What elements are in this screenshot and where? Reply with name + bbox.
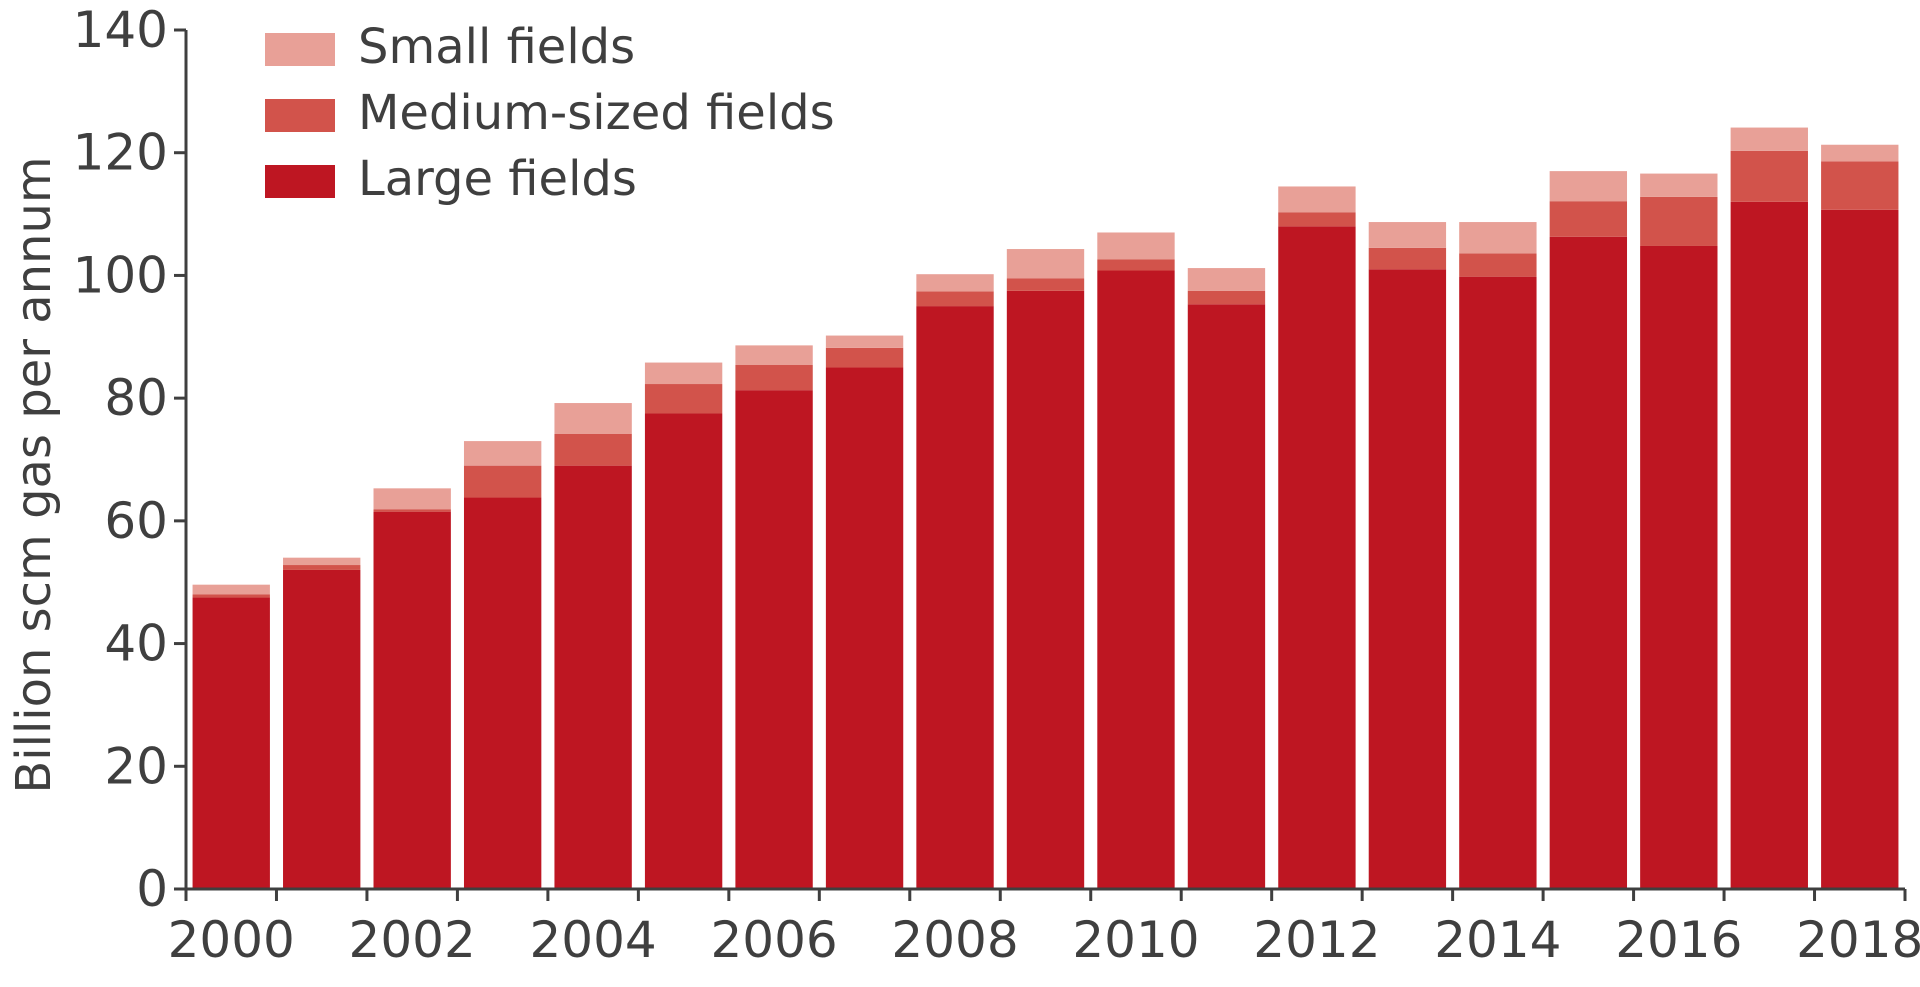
- y-tick-label-140: 140: [73, 1, 168, 59]
- bar-large-fields-2016: [1640, 245, 1718, 890]
- bar-small-fields-2007: [825, 335, 904, 348]
- axes-layer: 0 20 40 60 80 100 120 140 2000 2002 2004 2006 2008 20…: [73, 1, 1920, 969]
- bar-small-fields-2017: [1730, 127, 1808, 151]
- bar-small-fields-2006: [735, 345, 813, 366]
- bar-small-fields-2004: [554, 403, 632, 434]
- bar-large-fields-2017: [1730, 201, 1808, 890]
- bar-medium-sized-fields-2009: [1006, 278, 1085, 291]
- legend-label-small-fields: Small fields: [358, 19, 635, 75]
- y-tick-label-120: 120: [73, 124, 168, 182]
- legend: Small fields Medium-sized fields Large fie…: [265, 19, 835, 207]
- bar-large-fields-2015: [1549, 236, 1628, 889]
- bar-small-fields-2009: [1006, 249, 1085, 279]
- bar-medium-sized-fields-2005: [644, 384, 723, 414]
- bar-small-fields-2008: [916, 274, 994, 292]
- bar-medium-sized-fields-2017: [1730, 150, 1808, 202]
- bar-large-fields-2000: [192, 597, 270, 889]
- bar-medium-sized-fields-2012: [1278, 212, 1356, 227]
- x-tick-label-2010: 2010: [1072, 911, 1199, 969]
- bar-medium-sized-fields-2006: [735, 365, 813, 391]
- bar-medium-sized-fields-2001: [283, 565, 361, 570]
- bar-large-fields-2008: [916, 306, 994, 889]
- legend-swatch-small-fields: [265, 33, 335, 66]
- bar-small-fields-2003: [463, 441, 542, 466]
- bar-medium-sized-fields-2008: [916, 291, 994, 307]
- bar-medium-sized-fields-2011: [1187, 290, 1266, 305]
- bar-small-fields-2014: [1459, 222, 1537, 254]
- legend-label-medium-sized-fields: Medium-sized fields: [358, 85, 835, 141]
- x-tick-label-2008: 2008: [891, 911, 1018, 969]
- x-tick-label-2012: 2012: [1253, 911, 1380, 969]
- bar-medium-sized-fields-2000: [192, 594, 270, 598]
- bar-large-fields-2009: [1006, 290, 1085, 889]
- bar-large-fields-2005: [644, 413, 723, 889]
- bar-medium-sized-fields-2014: [1459, 253, 1537, 277]
- x-tick-label-2006: 2006: [710, 911, 837, 969]
- bar-large-fields-2012: [1278, 226, 1356, 890]
- bar-large-fields-2013: [1368, 269, 1447, 889]
- bar-medium-sized-fields-2007: [825, 347, 904, 368]
- y-tick-label-80: 80: [104, 369, 168, 427]
- bar-large-fields-2010: [1097, 270, 1175, 889]
- bar-large-fields-2007: [825, 367, 904, 890]
- x-tick-label-2000: 2000: [168, 911, 295, 969]
- bar-large-fields-2003: [463, 497, 542, 889]
- bar-medium-sized-fields-2004: [554, 433, 632, 466]
- bars-layer: [192, 127, 1899, 890]
- x-tick-label-2014: 2014: [1434, 911, 1561, 969]
- bar-large-fields-2011: [1187, 304, 1266, 889]
- legend-swatch-large-fields: [265, 165, 335, 198]
- bar-medium-sized-fields-2003: [463, 465, 542, 498]
- bar-medium-sized-fields-2015: [1549, 201, 1628, 237]
- bar-medium-sized-fields-2016: [1640, 196, 1718, 246]
- bar-large-fields-2006: [735, 390, 813, 889]
- y-tick-label-20: 20: [104, 737, 168, 795]
- x-tick-label-2018: 2018: [1796, 911, 1920, 969]
- bar-medium-sized-fields-2010: [1097, 259, 1175, 271]
- bar-medium-sized-fields-2013: [1368, 247, 1447, 270]
- bar-small-fields-2011: [1187, 268, 1266, 291]
- bar-small-fields-2012: [1278, 186, 1356, 213]
- bar-large-fields-2014: [1459, 276, 1537, 889]
- bar-small-fields-2010: [1097, 232, 1175, 260]
- x-tick-label-2016: 2016: [1615, 911, 1742, 969]
- bar-small-fields-2001: [283, 557, 361, 566]
- bar-large-fields-2004: [554, 465, 632, 889]
- y-tick-label-60: 60: [104, 492, 168, 550]
- bar-small-fields-2005: [644, 362, 723, 385]
- legend-label-large-fields: Large fields: [358, 151, 637, 207]
- bar-medium-sized-fields-2018: [1821, 161, 1899, 210]
- bar-medium-sized-fields-2002: [373, 509, 451, 512]
- bar-small-fields-2013: [1368, 222, 1447, 248]
- bar-small-fields-2016: [1640, 173, 1718, 197]
- y-tick-label-100: 100: [73, 246, 168, 304]
- x-tick-label-2002: 2002: [349, 911, 476, 969]
- legend-swatch-medium-sized-fields: [265, 99, 335, 132]
- bar-large-fields-2001: [283, 569, 361, 889]
- y-tick-label-40: 40: [104, 615, 168, 673]
- bar-large-fields-2002: [373, 511, 451, 889]
- bar-small-fields-2002: [373, 488, 451, 510]
- x-tick-label-2004: 2004: [530, 911, 657, 969]
- bar-small-fields-2015: [1549, 171, 1628, 202]
- bar-small-fields-2000: [192, 584, 270, 595]
- bar-small-fields-2018: [1821, 144, 1899, 162]
- y-tick-label-0: 0: [136, 860, 168, 918]
- bar-large-fields-2018: [1821, 209, 1899, 889]
- y-axis-title: Billion scm gas per annum: [6, 156, 62, 793]
